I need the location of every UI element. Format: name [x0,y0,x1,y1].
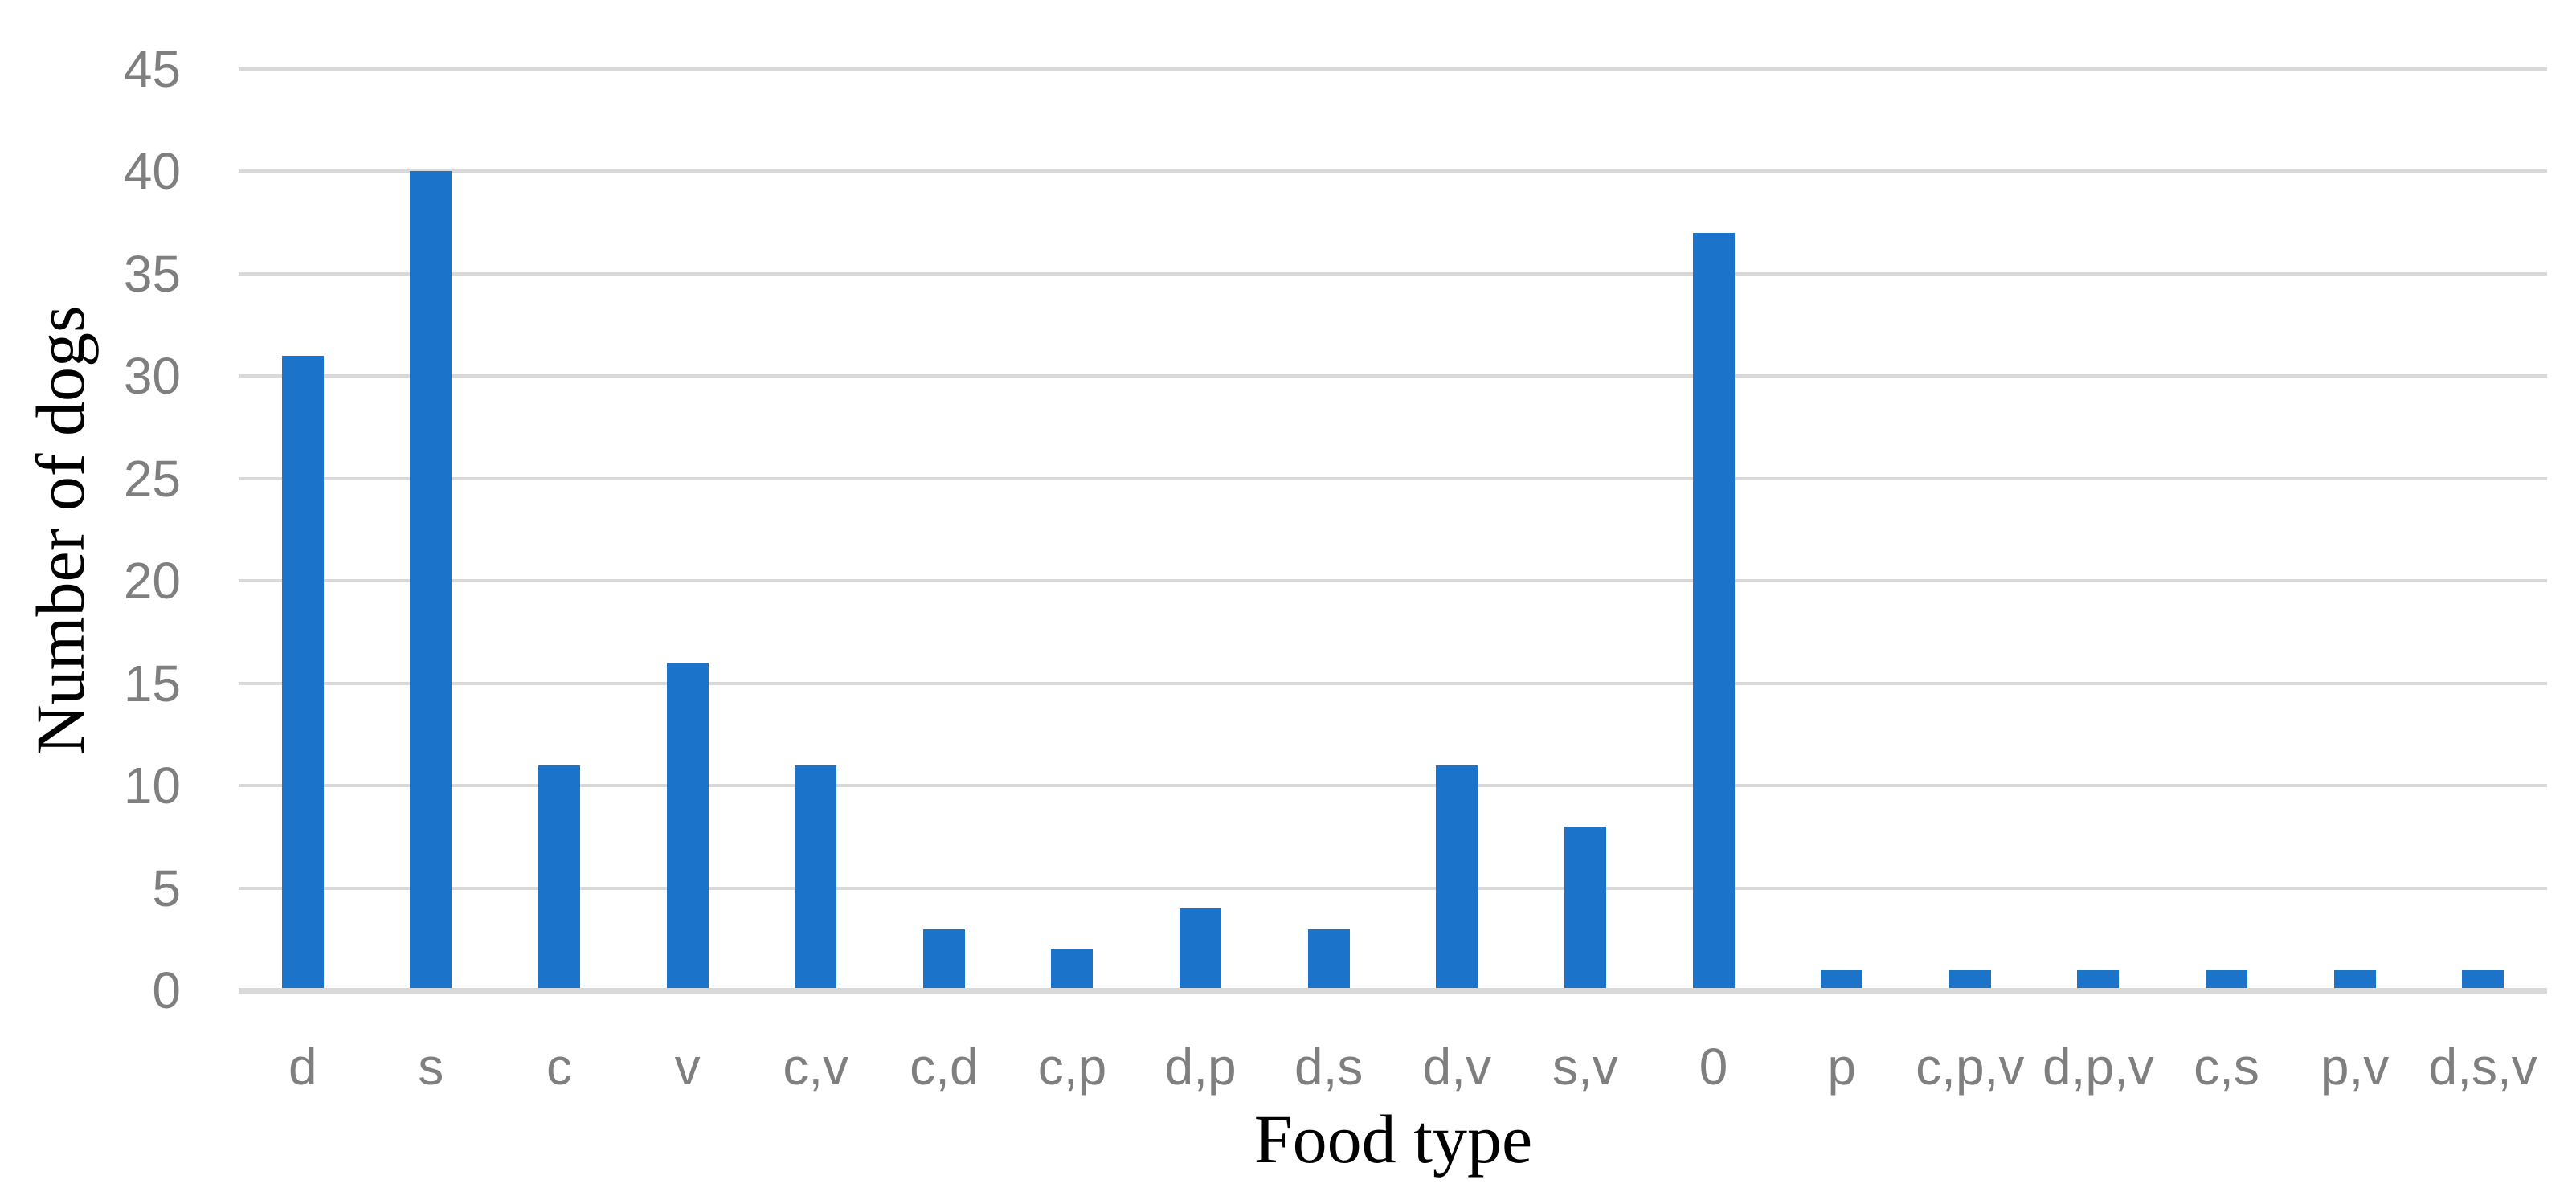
bar [2077,969,2120,988]
bar [1948,969,1991,988]
x-axis-tick-label: d,v [1422,1038,1491,1096]
bar [1180,908,1222,988]
bar [1307,929,1350,988]
y-axis-tick-label: 0 [152,961,181,1019]
y-axis-tick-label: 5 [152,859,181,917]
y-axis-tick-label: 10 [123,757,181,814]
gridline [239,886,2547,890]
x-axis-tick-label: d,s [1294,1038,1364,1096]
x-axis-tick-label: s,v [1552,1038,1618,1096]
bar [1821,969,1863,988]
x-axis-tick-label: c,p,v [1916,1038,2025,1096]
bar [538,765,581,988]
gridline [239,374,2547,378]
x-axis-title: Food type [1253,1100,1533,1178]
bar [2462,969,2504,988]
gridline [239,784,2547,787]
x-axis-tick-label: c,s [2194,1038,2259,1096]
x-axis-tick-label: v [674,1038,701,1096]
y-axis-tick-label: 15 [123,654,181,712]
x-axis-tick-label: d [288,1038,317,1096]
gridline [239,169,2547,173]
bar [2205,969,2247,988]
y-axis-tick-label: 40 [123,142,181,200]
y-axis-title: Number of dogs [22,305,99,755]
x-axis-tick-label: p [1827,1038,1856,1096]
bar [666,663,709,988]
x-axis-tick-label: d,s,v [2428,1038,2537,1096]
x-axis-tick-label: d,p,v [2042,1038,2154,1096]
bar [795,765,837,988]
x-axis-tick-label: s [418,1038,444,1096]
bar [922,929,965,988]
y-axis-tick-label: 35 [123,244,181,303]
y-axis-tick-label: 20 [123,552,181,610]
x-axis-tick-label: c,p [1037,1038,1107,1096]
x-axis-tick-label: d,p [1164,1038,1237,1096]
bar [1051,949,1094,988]
gridline [239,271,2547,276]
y-axis-tick-label: 45 [123,39,181,98]
bar [1564,827,1606,988]
y-axis-tick-label: 30 [123,347,181,405]
x-axis-tick-label: c,v [783,1038,849,1096]
bar [281,355,324,988]
x-axis-tick-label: 0 [1699,1038,1728,1096]
bar [410,171,452,988]
x-axis-tick-label: c [546,1038,573,1096]
gridline [239,67,2547,71]
y-axis-tick-label: 25 [123,449,181,508]
bar [1436,765,1478,988]
x-axis-line [239,987,2547,994]
gridline [239,681,2547,685]
x-axis-tick-label: c,d [910,1038,979,1096]
bar [2333,969,2376,988]
gridline [239,579,2547,582]
bar [1692,232,1735,988]
gridline [239,476,2547,480]
x-axis-tick-label: p,v [2320,1038,2390,1096]
